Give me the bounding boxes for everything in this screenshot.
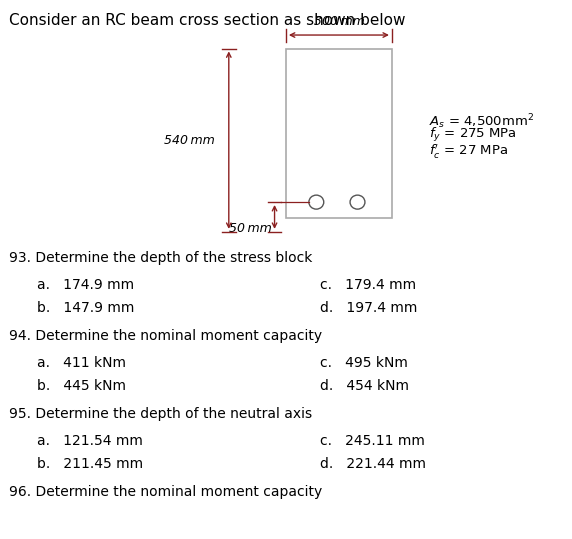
Text: 540 mm: 540 mm <box>164 134 214 147</box>
Bar <box>286 49 392 218</box>
Text: b.   211.45 mm: b. 211.45 mm <box>37 457 144 471</box>
Text: 96. Determine the nominal moment capacity: 96. Determine the nominal moment capacit… <box>9 485 322 499</box>
Text: 93. Determine the depth of the stress block: 93. Determine the depth of the stress bl… <box>9 251 312 265</box>
Text: $f_c'$ = 27 MPa: $f_c'$ = 27 MPa <box>429 142 508 160</box>
Text: a.   174.9 mm: a. 174.9 mm <box>37 278 134 292</box>
Text: c.   245.11 mm: c. 245.11 mm <box>320 434 425 448</box>
Text: 94. Determine the nominal moment capacity: 94. Determine the nominal moment capacit… <box>9 329 321 343</box>
Text: d.   197.4 mm: d. 197.4 mm <box>320 301 418 315</box>
Text: d.   454 kNm: d. 454 kNm <box>320 379 410 393</box>
Circle shape <box>350 195 365 209</box>
Text: 50 mm: 50 mm <box>229 223 272 236</box>
Text: Consider an RC beam cross section as shown below: Consider an RC beam cross section as sho… <box>9 13 405 29</box>
Text: a.   121.54 mm: a. 121.54 mm <box>37 434 143 448</box>
Text: $A_s$ = 4,500mm$^2$: $A_s$ = 4,500mm$^2$ <box>429 112 534 130</box>
Text: 95. Determine the depth of the neutral axis: 95. Determine the depth of the neutral a… <box>9 407 312 421</box>
Text: b.   445 kNm: b. 445 kNm <box>37 379 126 393</box>
Text: b.   147.9 mm: b. 147.9 mm <box>37 301 134 315</box>
Text: c.   495 kNm: c. 495 kNm <box>320 356 408 370</box>
Circle shape <box>309 195 324 209</box>
Text: a.   411 kNm: a. 411 kNm <box>37 356 126 370</box>
Text: d.   221.44 mm: d. 221.44 mm <box>320 457 426 471</box>
Text: 300 mm: 300 mm <box>313 15 364 28</box>
Text: $f_y$ = 275 MPa: $f_y$ = 275 MPa <box>429 126 517 144</box>
Text: c.   179.4 mm: c. 179.4 mm <box>320 278 416 292</box>
